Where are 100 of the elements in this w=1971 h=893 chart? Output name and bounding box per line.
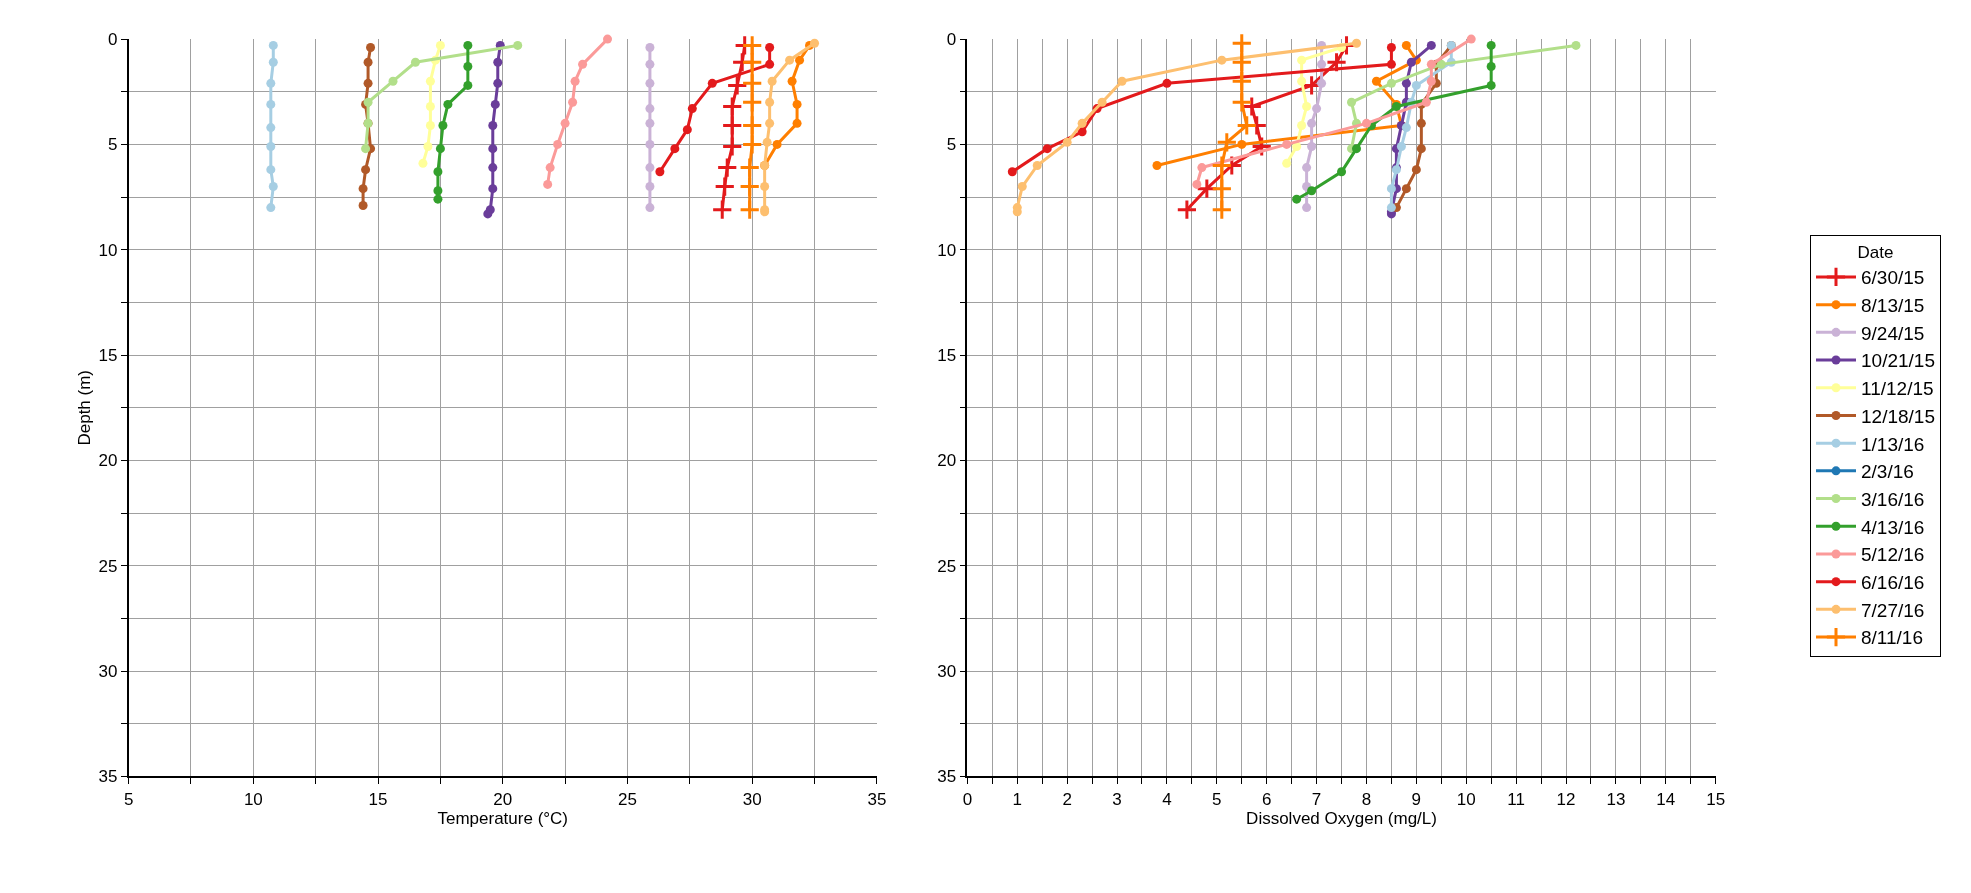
point [741,34,763,56]
y-tick-label: 15 [937,346,957,366]
point [687,104,697,114]
point [1017,182,1027,192]
point [361,165,371,175]
point [1236,114,1258,137]
legend-label: 1/13/16 [1861,433,1925,455]
point [488,144,498,154]
point [670,144,680,154]
x-tick-label: 12 [1556,789,1576,809]
point [792,118,802,128]
point [1302,203,1312,213]
point [435,40,445,50]
point [1211,178,1233,200]
point [490,99,500,109]
point [1352,144,1361,154]
point [1211,154,1233,177]
y-tick-label: 35 [937,767,957,787]
point [361,144,371,154]
y-tick-label: 20 [98,451,118,471]
x-tick-label: 7 [1311,789,1322,809]
point [358,184,368,194]
point [682,125,692,135]
point [1197,163,1207,173]
point [363,57,373,67]
point [545,163,555,173]
point [1347,97,1357,107]
point [739,156,761,179]
x-axis-title: Temperature (°C) [437,808,569,828]
point [1217,55,1227,65]
point [795,55,805,65]
point [488,163,498,173]
point [1162,78,1172,88]
point [1216,131,1238,153]
point [513,40,523,50]
point [1231,32,1253,54]
point [1282,158,1292,168]
point [1361,118,1371,128]
point [655,167,665,177]
point [1237,139,1247,149]
point [578,59,588,69]
point [1307,142,1317,152]
point [266,78,276,88]
point [721,95,743,118]
point [645,203,655,213]
point [741,133,763,156]
point [645,59,655,69]
point [1312,104,1322,114]
point [1007,167,1017,177]
point [1297,55,1307,65]
point [645,163,655,173]
point [1386,59,1396,69]
point [463,80,473,90]
x-tick-label: 10 [1456,789,1476,809]
x-tick-label: 5 [1212,789,1222,809]
point [1152,160,1162,170]
x-tick-label: 5 [123,789,134,809]
x-tick-label: 25 [618,789,637,809]
point [1077,118,1087,128]
point [433,186,443,196]
point [1401,184,1411,194]
point [483,209,493,219]
point [741,91,763,113]
point [1411,80,1421,90]
point [760,182,770,192]
point [1436,59,1446,69]
y-tick-label: 25 [98,556,118,576]
point [425,101,435,111]
y-tick-label: 5 [946,135,957,155]
point [707,78,717,88]
x-tick-label: 15 [1706,789,1726,809]
x-tick-label: 14 [1656,789,1676,809]
point [568,97,578,107]
point [438,120,448,130]
point [645,182,655,192]
point [1231,70,1253,92]
x-tick-label: 6 [1261,789,1272,809]
point [266,203,276,213]
point [810,38,820,48]
point [785,55,795,65]
point [1352,38,1361,48]
point [1292,142,1302,152]
point [1231,91,1253,113]
point [1416,118,1426,128]
point [266,142,276,152]
point [423,142,433,152]
point [1325,51,1348,73]
y-tick-label: 10 [937,240,957,260]
point [1192,179,1202,189]
point [1302,101,1312,111]
point [463,61,473,71]
x-tick-label: 2 [1062,789,1072,809]
point [1401,40,1411,50]
y-tick-label: 30 [937,662,957,682]
point [1421,97,1431,107]
point [268,182,278,192]
x-tick-label: 35 [867,789,887,809]
point [739,199,761,221]
point [1401,78,1411,88]
point [645,139,655,149]
